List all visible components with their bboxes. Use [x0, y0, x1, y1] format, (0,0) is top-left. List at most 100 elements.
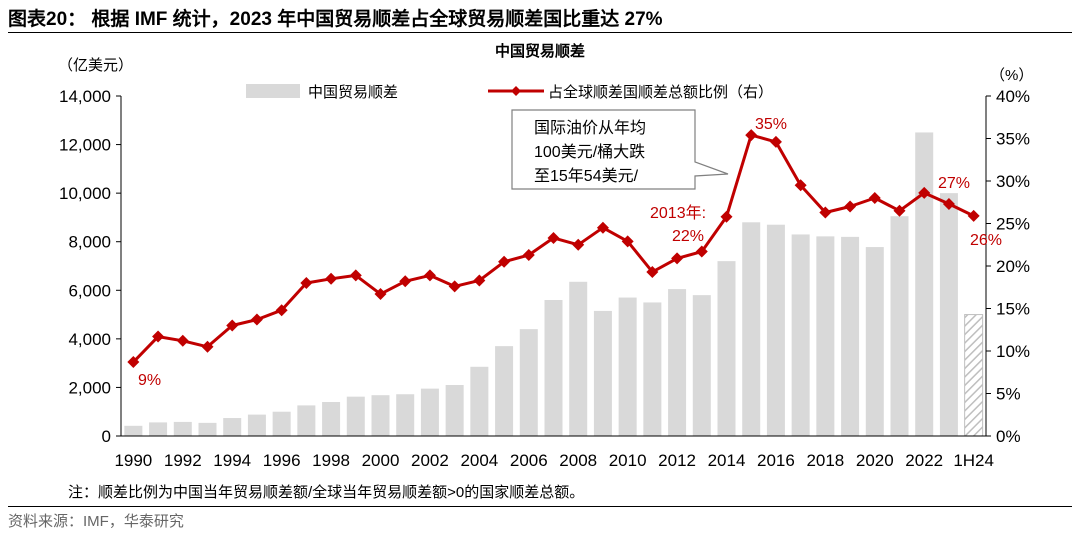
- line-point-2001: [399, 275, 412, 288]
- bar-2003: [445, 385, 464, 436]
- data-label-1H24: 26%: [970, 232, 1002, 249]
- bar-1991: [149, 422, 168, 436]
- chart-canvas: （亿美元） （%） 中国贸易顺差 占全球顺差国顺差总额比例（右） 0 2,000 4…: [58, 57, 1033, 470]
- bar-1995: [247, 414, 266, 436]
- x-tick-label: 1992: [164, 451, 202, 470]
- bar-2023: [939, 193, 958, 436]
- right-axis-tick-label: 5%: [996, 385, 1021, 404]
- right-axis-tick-label: 35%: [996, 130, 1030, 149]
- chart-title: 中国贸易顺差: [494, 43, 585, 60]
- line-point-1995: [250, 313, 263, 326]
- line-point-1990: [127, 356, 140, 369]
- bar-2006: [519, 329, 538, 436]
- bar-1H24: [964, 314, 984, 437]
- line-point-2000: [374, 288, 387, 301]
- data-label-2023: 27%: [938, 175, 970, 192]
- bar-2011: [643, 302, 662, 436]
- source-line: 资料来源：IMF，华泰研究: [8, 513, 184, 530]
- line-point-1993: [201, 340, 214, 353]
- x-tick-label: 2000: [362, 451, 400, 470]
- callout-line-3: 至15年54美元/: [534, 167, 639, 185]
- bar-2015: [742, 222, 761, 436]
- line-point-2023: [942, 197, 955, 210]
- line-point-2013: [695, 245, 708, 258]
- x-tick-label: 2018: [806, 451, 844, 470]
- callout-line-2: 100美元/桶大跌: [534, 143, 645, 161]
- line-point-1994: [226, 319, 239, 332]
- line-point-2020: [868, 192, 881, 204]
- callout-box: [511, 109, 729, 190]
- line-point-1999: [349, 269, 362, 282]
- bottom-divider: [8, 506, 1072, 507]
- left-axis-tick-label: 10,000: [59, 184, 111, 203]
- legend-line-label: 占全球顺差国顺差总额比例（右）: [548, 83, 773, 101]
- line-point-1998: [325, 272, 338, 285]
- x-tick-label: 2006: [510, 451, 548, 470]
- bar-2008: [569, 281, 588, 436]
- line-point-2017: [794, 179, 807, 192]
- bar-2021: [890, 216, 909, 436]
- legend-bar-swatch: [246, 84, 300, 98]
- line-point-2018: [819, 206, 832, 219]
- x-tick-label: 2008: [559, 451, 597, 470]
- line-point-2002: [423, 269, 436, 282]
- bar-2014: [717, 261, 736, 436]
- line-point-2015: [745, 129, 758, 142]
- x-tick-label: 2022: [905, 451, 943, 470]
- bar-2009: [593, 310, 612, 436]
- x-tick-label: 1994: [213, 451, 251, 470]
- bar-2004: [470, 366, 489, 436]
- left-axis-tick-label: 4,000: [68, 330, 111, 349]
- line-point-2003: [448, 280, 461, 293]
- bar-1998: [322, 402, 341, 436]
- x-tick-label: 2014: [708, 451, 746, 470]
- bar-2020: [865, 247, 884, 436]
- bar-1999: [346, 396, 365, 436]
- x-tick-label: 2010: [609, 451, 647, 470]
- left-axis-tick-label: 0: [102, 427, 111, 446]
- callout-line-1: 国际油价从年均: [534, 119, 646, 137]
- bar-2007: [544, 300, 563, 436]
- bar-2002: [420, 388, 439, 436]
- line-point-2010: [621, 235, 634, 248]
- x-tick-label: 2004: [460, 451, 498, 470]
- line-point-2014: [720, 210, 733, 223]
- x-tick-label: 1998: [312, 451, 350, 470]
- left-axis-tick-label: 6,000: [68, 281, 111, 300]
- bar-1997: [297, 405, 316, 436]
- figure-title: 图表20： 根据 IMF 统计，2023 年中国贸易顺差占全球贸易顺差国比重达 …: [8, 9, 663, 30]
- bar-2001: [396, 394, 415, 436]
- bar-2017: [791, 234, 810, 436]
- bar-1996: [272, 411, 291, 436]
- bar-2018: [816, 236, 835, 436]
- bar-1992: [173, 421, 192, 436]
- top-divider: [8, 32, 1072, 33]
- legend-line-marker: [511, 86, 521, 96]
- bar-2019: [841, 236, 860, 436]
- right-axis-tick-label: 20%: [996, 257, 1030, 276]
- bar-2022: [915, 132, 934, 436]
- right-axis-tick-label: 10%: [996, 342, 1030, 361]
- line-point-1996: [275, 304, 288, 317]
- right-axis-tick-label: 25%: [996, 215, 1030, 234]
- data-label-1990: 9%: [138, 372, 161, 389]
- left-axis-tick-label: 14,000: [59, 87, 111, 106]
- line-point-2022: [918, 186, 931, 199]
- bar-1990: [124, 425, 143, 436]
- line-point-2016: [769, 135, 782, 148]
- line-point-1H24: [967, 209, 980, 222]
- left-axis-unit-label: （亿美元）: [58, 57, 133, 74]
- left-axis-tick-label: 8,000: [68, 233, 111, 252]
- bar-1993: [198, 422, 217, 436]
- line-point-2006: [522, 248, 535, 261]
- right-axis-tick-label: 40%: [996, 87, 1030, 106]
- line-point-2004: [473, 274, 486, 287]
- right-axis-tick-label: 0%: [996, 427, 1021, 446]
- line-point-2008: [572, 238, 585, 251]
- line-point-2009: [596, 221, 609, 234]
- line-point-2012: [671, 252, 684, 265]
- data-label-2013-year: 2013年:: [650, 204, 706, 222]
- line-point-2007: [547, 231, 560, 244]
- x-tick-label: 2002: [411, 451, 449, 470]
- x-tick-label: 1990: [114, 451, 152, 470]
